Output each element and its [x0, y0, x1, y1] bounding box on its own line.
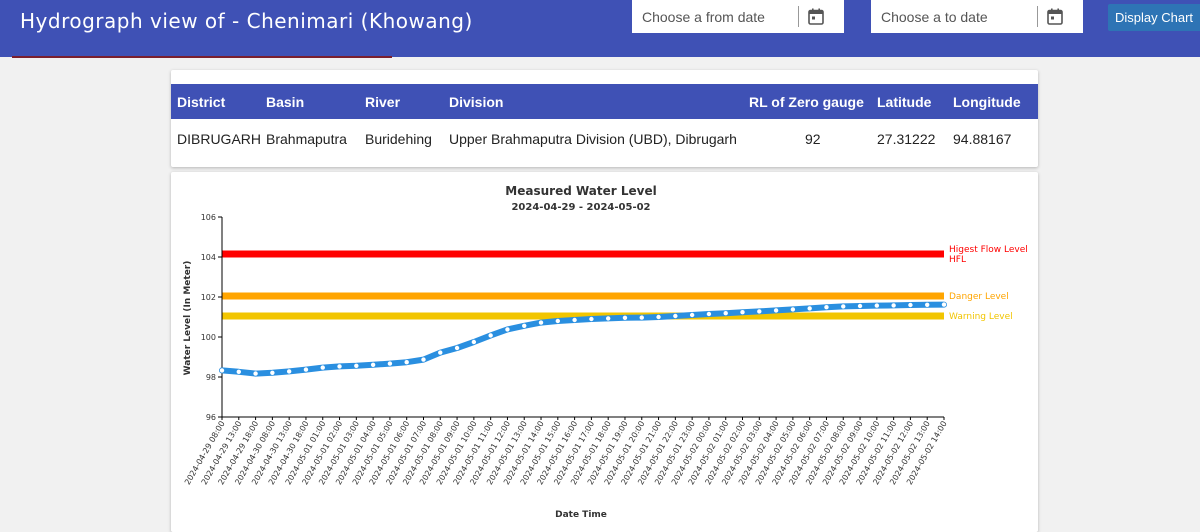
- column-header-basin: Basin: [266, 84, 365, 119]
- cell-basin: Brahmaputra: [266, 131, 347, 147]
- cell-district: DIBRUGARH: [177, 131, 262, 147]
- reference-line-label: Danger Level: [949, 292, 1009, 302]
- calendar-icon[interactable]: [808, 8, 824, 25]
- data-point: [689, 312, 695, 318]
- y-tick-label: 104: [201, 253, 216, 262]
- y-axis-label: Water Level (In Meter): [183, 261, 193, 376]
- station-info-table: District Basin River Division RL of Zero…: [171, 84, 1038, 159]
- data-point: [706, 311, 712, 317]
- data-point: [421, 357, 426, 362]
- data-point: [605, 316, 611, 321]
- cell-rl-zero-gauge: 92: [805, 131, 821, 147]
- y-tick-label: 106: [201, 213, 216, 222]
- data-point: [471, 339, 477, 345]
- date-divider: [798, 6, 799, 27]
- y-tick-label: 96: [206, 413, 216, 422]
- data-point: [270, 370, 275, 375]
- data-point: [320, 365, 325, 370]
- data-point: [370, 362, 376, 367]
- data-point: [538, 320, 544, 325]
- y-tick-label: 98: [206, 373, 216, 382]
- data-point: [790, 307, 796, 312]
- column-header-river: River: [365, 84, 449, 119]
- y-tick-label: 100: [201, 333, 216, 342]
- data-point: [454, 345, 460, 351]
- from-date-picker[interactable]: [632, 0, 844, 33]
- column-header-division: Division: [449, 84, 749, 119]
- data-point: [555, 318, 561, 324]
- data-point: [404, 360, 409, 365]
- data-point: [740, 310, 745, 315]
- header-divider: [12, 56, 392, 58]
- data-point: [891, 303, 896, 308]
- station-info-card: District Basin River Division RL of Zero…: [171, 70, 1038, 167]
- data-point: [807, 306, 812, 311]
- data-point: [857, 303, 863, 309]
- data-point: [723, 311, 728, 316]
- data-point: [438, 350, 443, 355]
- data-point: [841, 304, 846, 309]
- data-point: [236, 369, 241, 374]
- data-point: [941, 302, 947, 307]
- data-point: [387, 361, 393, 366]
- reference-line-label: Higest Flow Level: [949, 245, 1028, 255]
- table-row: DIBRUGARH Brahmaputra Buridehing Upper B…: [171, 119, 1038, 159]
- data-point: [874, 303, 880, 308]
- column-header-longitude: Longitude: [953, 84, 1038, 119]
- data-point: [824, 305, 829, 310]
- calendar-icon[interactable]: [1047, 8, 1063, 25]
- cell-division: Upper Brahmaputra Division (UBD), Dibrug…: [449, 131, 737, 147]
- y-tick-label: 102: [201, 293, 216, 302]
- cell-river: Buridehing: [365, 131, 432, 147]
- cell-longitude: 94.88167: [953, 131, 1012, 147]
- display-chart-button[interactable]: Display Chart: [1108, 4, 1200, 31]
- date-divider: [1037, 6, 1038, 27]
- data-point: [219, 368, 225, 373]
- data-point: [639, 315, 644, 320]
- data-point: [286, 369, 292, 374]
- reference-line-label: HFL: [949, 255, 966, 265]
- data-point: [589, 316, 594, 322]
- column-header-district: District: [171, 84, 266, 119]
- from-date-input[interactable]: [632, 0, 797, 33]
- data-point: [354, 363, 359, 368]
- table-header-row: District Basin River Division RL of Zero…: [171, 84, 1038, 119]
- to-date-picker[interactable]: [871, 0, 1083, 33]
- data-point: [253, 371, 258, 376]
- data-point: [505, 327, 510, 332]
- data-point: [773, 308, 779, 313]
- series-line: [219, 301, 947, 377]
- data-point: [337, 364, 342, 369]
- data-point: [522, 323, 527, 328]
- page-title: Hydrograph view of - Chenimari (Khowang): [20, 9, 473, 33]
- x-axis-label: Date Time: [555, 510, 607, 520]
- data-point: [622, 315, 628, 320]
- data-point: [488, 333, 493, 338]
- data-point: [925, 302, 930, 307]
- chart-subtitle: 2024-04-29 - 2024-05-02: [511, 202, 650, 213]
- data-point: [656, 314, 661, 320]
- data-point: [303, 367, 309, 372]
- data-point: [572, 317, 577, 323]
- data-point: [908, 302, 913, 308]
- data-point: [757, 309, 762, 314]
- reference-line-label: Warning Level: [949, 312, 1013, 322]
- data-point: [673, 313, 678, 319]
- hydrograph-chart-card: Measured Water Level 2024-04-29 - 2024-0…: [171, 172, 1038, 532]
- hydrograph-chart: Measured Water Level 2024-04-29 - 2024-0…: [183, 184, 1028, 520]
- chart-title: Measured Water Level: [505, 184, 656, 198]
- column-header-rl-zero-gauge: RL of Zero gauge: [749, 84, 877, 119]
- cell-latitude: 27.31222: [877, 131, 936, 147]
- to-date-input[interactable]: [871, 0, 1036, 33]
- column-header-latitude: Latitude: [877, 84, 953, 119]
